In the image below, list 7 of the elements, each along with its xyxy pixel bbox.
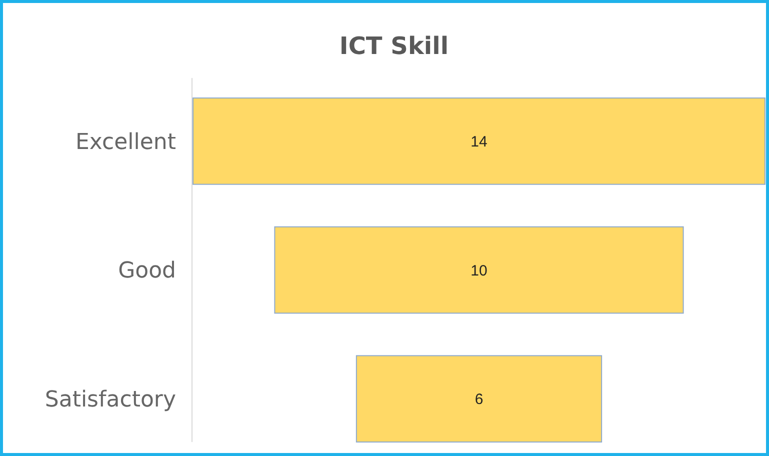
category-label: Excellent — [76, 130, 176, 155]
category-label: Satisfactory — [44, 388, 176, 413]
data-label: 10 — [470, 262, 488, 280]
data-label: 14 — [470, 133, 488, 150]
data-label: 6 — [474, 391, 484, 408]
text: ICT Skill — [339, 32, 449, 60]
category-label: Good — [118, 258, 176, 284]
